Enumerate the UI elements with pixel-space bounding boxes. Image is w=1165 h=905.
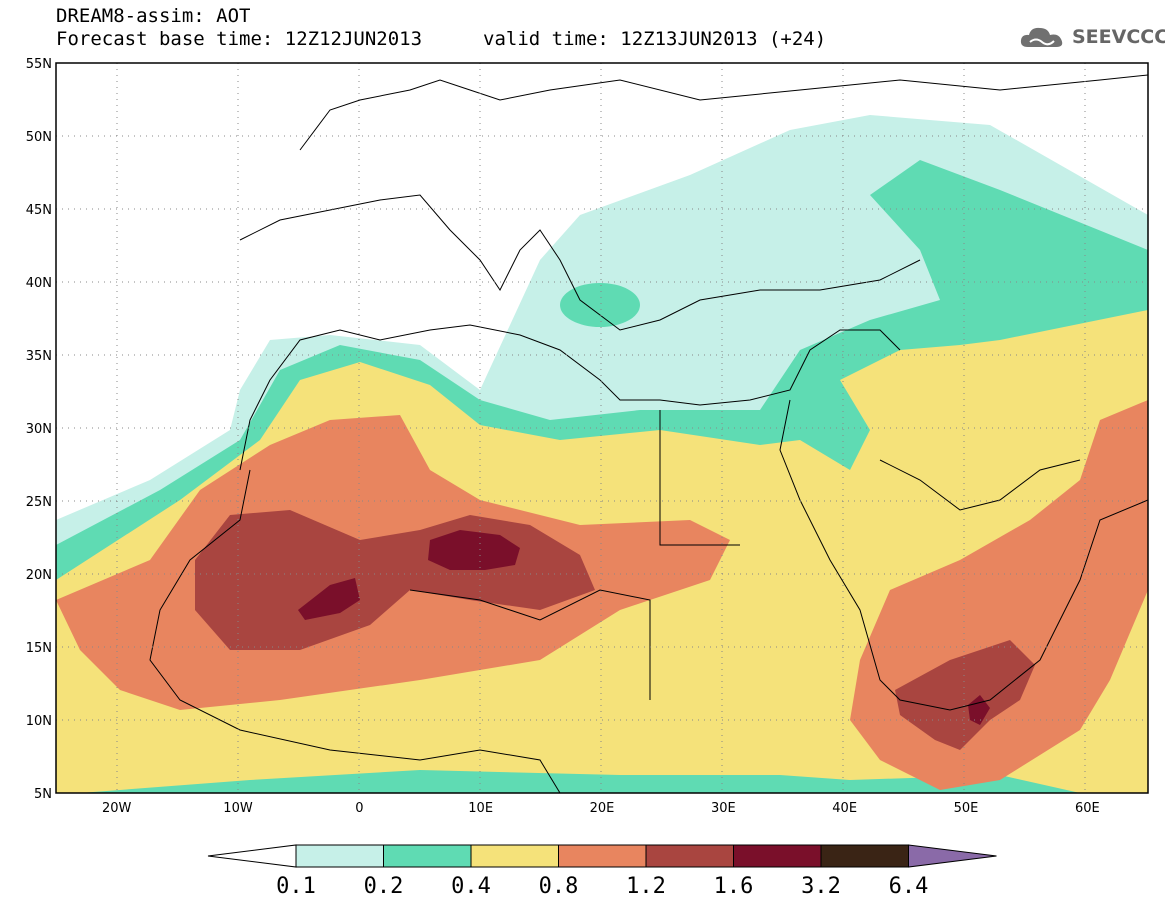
lon-label: 40E: [832, 801, 857, 816]
lon-label: 30E: [711, 801, 736, 816]
colorbar-over-triangle: [908, 844, 997, 868]
lat-label: 5N: [34, 787, 52, 802]
colorbar-label: 0.4: [451, 874, 491, 899]
graticule: [56, 63, 1148, 793]
forecast-base-time: Forecast base time: 12Z12JUN2013: [56, 28, 423, 50]
lon-label: 20E: [590, 801, 615, 816]
aot-band-1.6-b: [428, 530, 520, 570]
lon-label: 50E: [954, 801, 979, 816]
colorbar-label: 0.8: [539, 874, 579, 899]
colorbar-box: [295, 844, 384, 868]
colorbar-label: 1.2: [626, 874, 666, 899]
valid-time: valid time: 12Z13JUN2013 (+24): [483, 28, 827, 50]
colorbar-label: 0.2: [364, 874, 404, 899]
aot-band-1.6-a: [298, 578, 360, 620]
colorbar-label: 6.4: [889, 874, 929, 899]
map-title: DREAM8-assim: AOT: [56, 5, 251, 27]
lat-label: 35N: [26, 349, 52, 364]
colorbar-under-triangle: [207, 844, 297, 868]
lat-label: 50N: [26, 130, 52, 145]
lon-label: 0: [355, 801, 363, 816]
colorbar-box: [645, 844, 734, 868]
lon-label: 10E: [468, 801, 493, 816]
aot-field: [56, 63, 1148, 793]
colorbar-box: [470, 844, 559, 868]
lat-label: 40N: [26, 276, 52, 291]
longitude-labels: 20W 10W 0 10E 20E 30E 40E 50E 60E: [102, 801, 1100, 816]
colorbar-box: [383, 844, 472, 868]
coastlines: [149, 74, 1148, 793]
colorbar-label: 1.6: [714, 874, 754, 899]
lat-label: 55N: [26, 57, 52, 72]
logo-text: SEEVCCC: [1072, 26, 1165, 48]
lat-label: 45N: [26, 203, 52, 218]
lat-label: 10N: [26, 714, 52, 729]
lon-label: 20W: [102, 801, 132, 816]
colorbar-label: 0.1: [276, 874, 316, 899]
lat-label: 30N: [26, 422, 52, 437]
lat-label: 20N: [26, 568, 52, 583]
colorbar-label: 3.2: [801, 874, 841, 899]
lat-label: 15N: [26, 641, 52, 656]
colorbar-box: [558, 844, 647, 868]
aot-band-1.6-c: [968, 695, 990, 725]
map-frame: [55, 62, 1149, 794]
colorbar: [207, 844, 997, 868]
lat-label: 25N: [26, 495, 52, 510]
aot-band-1.2-yemen: [895, 640, 1035, 750]
cloud-logo-icon: [1020, 27, 1063, 47]
lon-label: 10W: [223, 801, 253, 816]
lon-label: 60E: [1075, 801, 1100, 816]
aegean-aot-blob: [560, 283, 640, 327]
colorbar-box: [820, 844, 909, 868]
seevccc-logo: SEEVCCC: [1018, 22, 1165, 52]
colorbar-box: [733, 844, 822, 868]
latitude-labels: 55N 50N 45N 40N 35N 30N 25N 20N 15N 10N 5N: [26, 57, 52, 802]
colorbar-labels: 0.1 0.2 0.4 0.8 1.2 1.6 3.2 6.4: [276, 874, 928, 899]
